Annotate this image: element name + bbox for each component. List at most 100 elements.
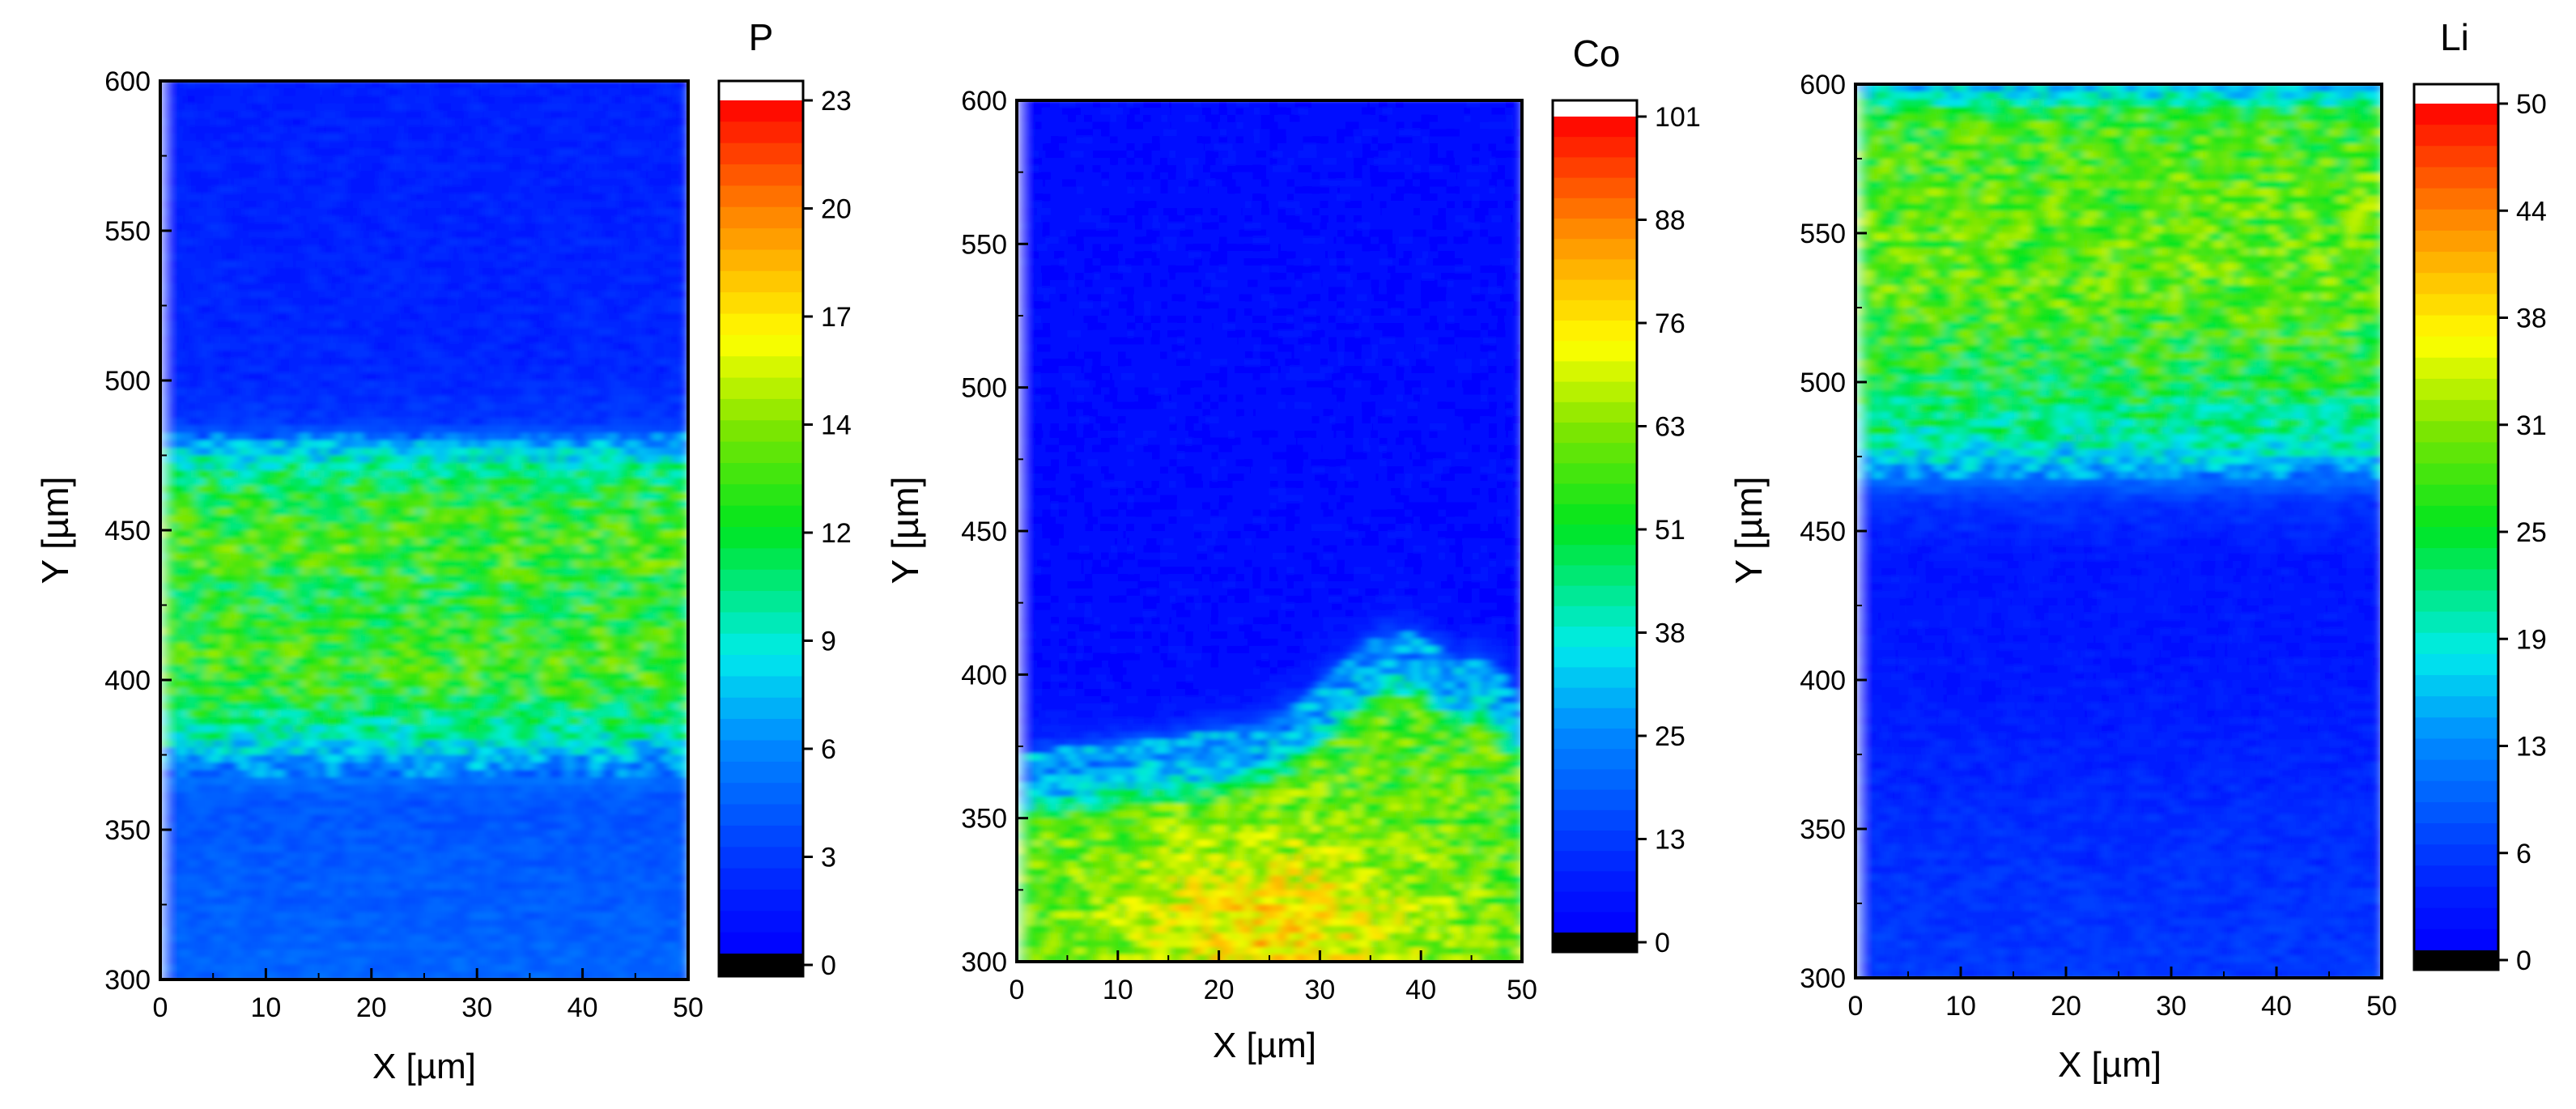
p-heatmap-cell (230, 141, 240, 150)
p-heatmap-cell (618, 231, 627, 240)
p-heatmap-cell (177, 695, 188, 703)
p-heatmap-cell (556, 582, 566, 591)
p-heatmap-cell (222, 238, 232, 247)
p-heatmap-cell (195, 201, 206, 210)
p-heatmap-cell (441, 508, 452, 516)
p-heatmap-cell (397, 125, 408, 134)
p-heatmap-cell (300, 545, 311, 554)
p-heatmap-cell (521, 680, 531, 689)
p-heatmap-cell (582, 455, 593, 464)
p-heatmap-cell (477, 410, 487, 419)
p-heatmap-cell (653, 283, 663, 291)
p-heatmap-cell (670, 522, 680, 531)
p-heatmap-cell (424, 298, 434, 307)
p-heatmap-cell (195, 163, 206, 172)
p-heatmap-cell (600, 590, 610, 599)
p-heatmap-cell (556, 492, 566, 501)
p-heatmap-cell (354, 470, 363, 479)
p-heatmap-cell (441, 208, 452, 217)
p-heatmap-cell (327, 291, 338, 300)
p-heatmap-cell (432, 635, 443, 644)
p-heatmap-cell (345, 148, 355, 157)
p-heatmap-cell (204, 111, 214, 120)
p-heatmap-cell (371, 103, 381, 112)
p-heatmap-cell (635, 530, 645, 539)
p-heatmap-cell (468, 395, 478, 404)
p-heatmap-cell (494, 410, 504, 419)
p-heatmap-cell (653, 642, 663, 651)
p-heatmap-cell (397, 238, 408, 247)
p-heatmap-cell (354, 448, 363, 457)
p-heatmap-cell (371, 432, 381, 441)
p-heatmap-cell (477, 425, 487, 434)
p-heatmap-cell (679, 500, 688, 509)
p-heatmap-cell (336, 530, 346, 539)
p-heatmap-cell (547, 312, 557, 321)
p-heatmap-cell (248, 672, 258, 681)
p-heatmap-cell (292, 515, 302, 524)
p-heatmap-cell (230, 312, 240, 321)
p-heatmap-cell (415, 448, 425, 457)
p-heatmap-cell (371, 455, 381, 464)
p-heatmap-cell (486, 665, 495, 673)
p-heatmap-cell (635, 298, 645, 307)
p-heatmap-cell (556, 185, 566, 194)
p-heatmap-cell (239, 702, 249, 711)
p-heatmap-cell (318, 582, 329, 591)
p-heatmap-cell (283, 478, 293, 487)
p-heatmap-cell (635, 485, 645, 494)
p-heatmap-cell (389, 305, 399, 314)
p-heatmap-cell (486, 178, 495, 187)
p-heatmap-cell (626, 238, 636, 247)
p-heatmap-cell (213, 560, 223, 569)
p-heatmap-cell (168, 545, 179, 554)
p-heatmap-cell (635, 245, 645, 254)
p-heatmap-cell (345, 418, 355, 427)
p-heatmap-cell (529, 620, 540, 629)
p-heatmap-cell (573, 492, 584, 501)
p-heatmap-cell (661, 351, 672, 359)
p-heatmap-cell (213, 291, 223, 300)
p-heatmap-cell (274, 627, 284, 636)
p-heatmap-cell (450, 665, 461, 673)
p-heatmap-cell (266, 365, 276, 374)
p-heatmap-cell (186, 125, 197, 134)
p-heatmap-cell (406, 680, 416, 689)
p-heatmap-cell (494, 590, 504, 599)
p-heatmap-cell (512, 328, 522, 337)
p-heatmap-cell (371, 500, 381, 509)
p-heatmap-cell (283, 328, 293, 337)
p-heatmap-cell (556, 680, 566, 689)
p-heatmap-cell (345, 672, 355, 681)
p-heatmap-cell (415, 418, 425, 427)
p-heatmap-cell (274, 261, 284, 270)
p-heatmap-cell (538, 515, 548, 524)
p-heatmap-cell (213, 81, 223, 90)
p-heatmap-cell (318, 155, 329, 164)
p-heatmap-cell (670, 155, 680, 164)
p-heatmap-cell (468, 365, 478, 374)
p-heatmap-cell (257, 291, 267, 300)
p-heatmap-cell (300, 508, 311, 516)
p-heatmap-cell (204, 642, 214, 651)
p-heatmap-cell (406, 448, 416, 457)
p-heatmap-cell (415, 530, 425, 539)
p-heatmap-cell (529, 597, 540, 606)
p-heatmap-cell (415, 478, 425, 487)
p-heatmap-cell (168, 268, 179, 277)
p-heatmap-cell (564, 253, 575, 261)
p-heatmap-cell (257, 448, 267, 457)
p-heatmap-cell (300, 328, 311, 337)
p-heatmap-cell (177, 597, 188, 606)
p-heatmap-cell (168, 530, 179, 539)
p-heatmap-cell (644, 231, 654, 240)
p-heatmap-cell (327, 492, 338, 501)
p-heatmap-cell (679, 238, 688, 247)
p-heatmap-cell (309, 283, 320, 291)
p-heatmap-cell (222, 103, 232, 112)
p-heatmap-cell (529, 155, 540, 164)
p-heatmap-cell (300, 395, 311, 404)
p-heatmap-cell (195, 500, 206, 509)
p-heatmap-cell (609, 695, 618, 703)
p-heatmap-cell (274, 702, 284, 711)
